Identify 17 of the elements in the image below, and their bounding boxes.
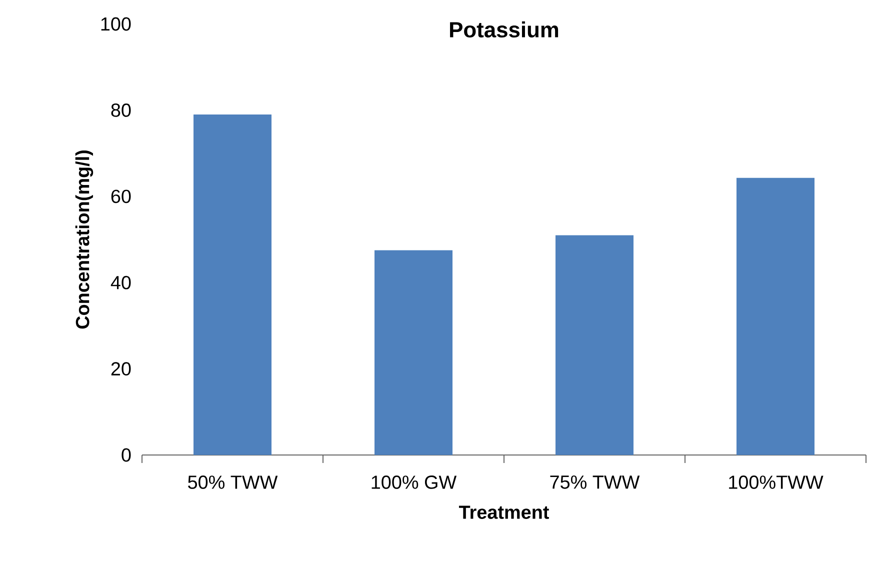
y-tick-label: 40 <box>110 276 131 290</box>
y-tick-label: 60 <box>111 190 131 204</box>
y-axis-title: Concentration(mg/l) <box>75 150 94 329</box>
y-tick-label: 100 <box>101 17 131 31</box>
x-tick-label: 100% GW <box>372 476 457 489</box>
x-tick-label: 50% TWW <box>188 476 278 489</box>
x-tick-label: 100%TWW <box>729 476 824 489</box>
bar <box>374 250 453 455</box>
chart-title: Potassium <box>450 21 558 38</box>
bar <box>736 178 815 455</box>
bar <box>194 114 272 455</box>
y-tick-label: 20 <box>111 362 131 376</box>
y-tick-label: 0 <box>122 448 131 462</box>
x-tick-label: 75% TWW <box>550 476 640 489</box>
y-tick-label: 80 <box>111 103 131 117</box>
bar <box>556 235 634 455</box>
x-axis-title: Treatment <box>458 506 549 519</box>
